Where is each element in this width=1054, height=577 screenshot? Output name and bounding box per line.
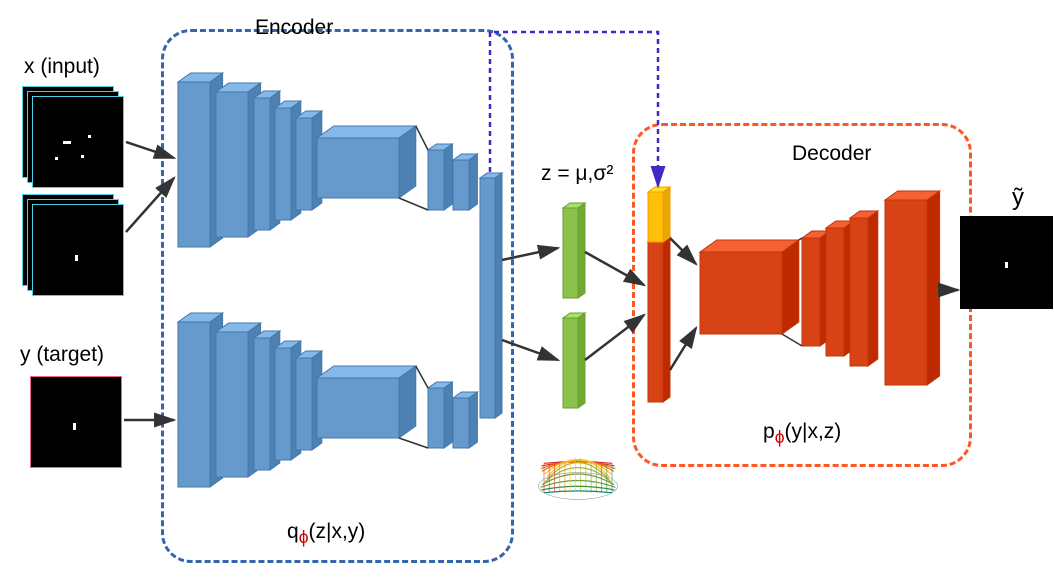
diagram-canvas: x (input) y (target) Encoder Decoder z =… xyxy=(0,0,1054,577)
blocks-svg xyxy=(0,0,1054,577)
